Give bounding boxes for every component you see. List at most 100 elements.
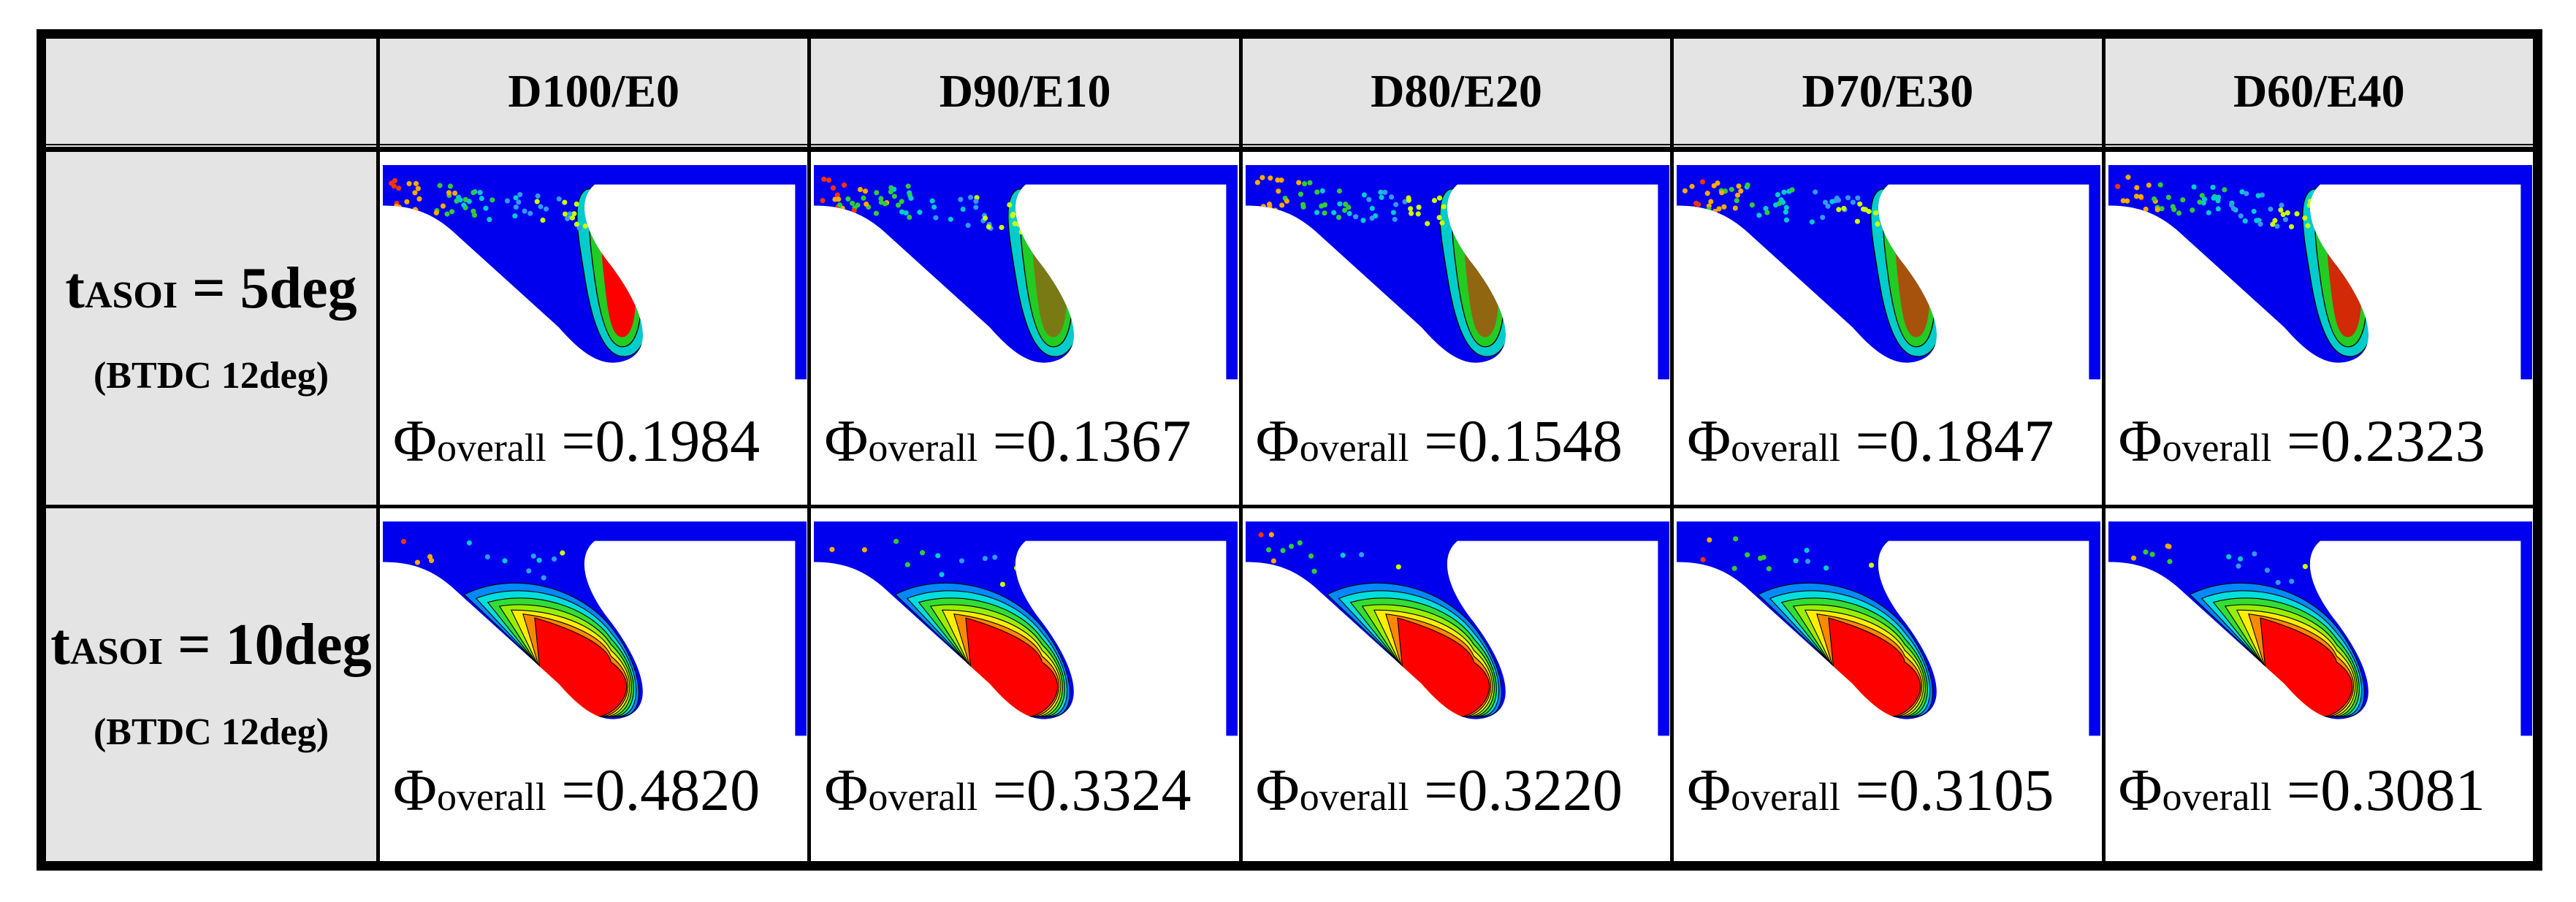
spray-droplet: [1855, 195, 1861, 201]
phi-subscript: overall: [1731, 775, 1841, 819]
spray-droplet: [1337, 201, 1343, 207]
spray-droplet: [2124, 198, 2130, 204]
spray-droplet: [1288, 543, 1294, 549]
spray-droplet: [2320, 200, 2325, 206]
phi-symbol: Φ: [824, 757, 869, 823]
spray-droplet: [939, 572, 945, 578]
spray-droplet: [1809, 219, 1815, 225]
spray-droplet: [1407, 206, 1413, 212]
spray-droplet: [1314, 210, 1319, 215]
spray-droplet: [1270, 558, 1276, 564]
column-header: D60/E40: [2105, 39, 2533, 148]
spray-droplet: [1783, 209, 1789, 215]
spray-droplet: [1721, 204, 1727, 210]
phi-subscript: overall: [1299, 426, 1409, 470]
result-cell: Φoverall =0.2323: [2105, 152, 2533, 505]
phi-overall-value: Φoverall =0.3220: [1256, 756, 1623, 825]
spray-droplet: [1335, 215, 1341, 221]
spray-droplet: [858, 186, 864, 193]
spray-droplet: [1330, 210, 1337, 215]
spray-droplet: [1683, 188, 1688, 194]
phi-symbol: Φ: [1255, 408, 1300, 474]
spray-droplet: [1007, 202, 1013, 208]
spray-droplet: [878, 196, 884, 202]
spray-droplet: [563, 211, 568, 217]
spray-droplet: [896, 202, 902, 208]
spray-droplet: [1019, 229, 1025, 235]
result-cell: Φoverall =0.1367: [811, 152, 1239, 505]
spray-droplet: [2133, 194, 2139, 199]
spray-droplet: [1258, 532, 1264, 538]
spray-droplet: [1297, 191, 1303, 197]
spray-droplet: [1360, 218, 1366, 223]
spray-droplet: [1279, 177, 1284, 183]
spray-droplet: [530, 553, 536, 559]
spray-droplet: [1458, 208, 1464, 214]
spray-droplet: [821, 176, 827, 182]
spray-droplet: [929, 198, 936, 204]
injection-timing-label: tASOI = 10deg: [50, 616, 371, 674]
spray-droplet: [1390, 210, 1396, 215]
spray-droplet: [874, 210, 880, 216]
spray-droplet: [1023, 214, 1029, 220]
spray-droplet: [888, 188, 894, 195]
label-value: = 10deg: [163, 613, 372, 677]
row-label: tASOI = 5deg (BTDC 12deg): [46, 152, 376, 505]
spray-droplet: [1766, 566, 1772, 572]
spray-droplet: [874, 190, 880, 196]
spray-droplet: [1459, 214, 1465, 220]
spray-droplet: [1352, 214, 1359, 220]
phi-subscript: overall: [868, 426, 978, 470]
spray-droplet: [393, 204, 400, 210]
spray-droplet: [2285, 210, 2290, 215]
spray-droplet: [1340, 552, 1346, 558]
phi-subscript: overall: [868, 775, 978, 819]
spray-droplet: [444, 211, 450, 217]
spray-droplet: [1861, 206, 1867, 212]
spray-droplet: [1889, 213, 1894, 218]
spray-droplet: [1408, 210, 1414, 216]
spray-droplet: [440, 203, 446, 209]
injection-timing-label: tASOI = 5deg: [65, 259, 357, 318]
spray-droplet: [540, 217, 546, 223]
spray-droplet: [517, 191, 523, 197]
spray-droplet: [391, 183, 397, 189]
result-cell: Φoverall =0.1847: [1674, 152, 2102, 505]
spray-droplet: [1395, 564, 1401, 570]
spray-droplet: [1014, 565, 1020, 571]
spray-droplet: [864, 201, 869, 207]
spray-droplet: [2159, 206, 2165, 212]
result-cell: Φoverall =0.1548: [1242, 152, 1671, 505]
spray-droplet: [1855, 218, 1861, 224]
spray-droplet: [1382, 189, 1388, 195]
spray-droplet: [1781, 189, 1787, 195]
spray-droplet: [1392, 202, 1398, 207]
spray-droplet: [414, 559, 421, 565]
spray-droplet: [541, 575, 546, 581]
spray-droplet: [556, 196, 562, 202]
cfd-contour-image: [1245, 521, 1669, 736]
spray-droplet: [1813, 189, 1818, 195]
spray-droplet: [560, 550, 565, 556]
spray-droplet: [1311, 568, 1317, 574]
spray-droplet: [1279, 202, 1285, 208]
spray-droplet: [2143, 206, 2149, 213]
phi-number: =0.3105: [1855, 757, 2054, 823]
spray-droplet: [851, 208, 858, 214]
spray-droplet: [2282, 217, 2288, 223]
spray-droplet: [1260, 175, 1265, 180]
spray-droplet: [1704, 191, 1710, 196]
cfd-contour-image: [1677, 521, 2101, 736]
spray-droplet: [1016, 221, 1022, 227]
label-t: t: [50, 613, 70, 677]
spray-droplet: [1379, 194, 1384, 200]
spray-droplet: [1459, 556, 1465, 562]
phi-overall-value: Φoverall =0.3081: [2119, 756, 2485, 825]
spray-droplet: [1773, 202, 1779, 208]
spray-droplet: [850, 200, 856, 206]
spray-droplet: [986, 224, 992, 230]
spray-droplet: [917, 210, 923, 215]
spray-droplet: [1805, 558, 1811, 565]
spray-droplet: [1018, 200, 1024, 206]
spray-droplet: [1308, 553, 1314, 559]
